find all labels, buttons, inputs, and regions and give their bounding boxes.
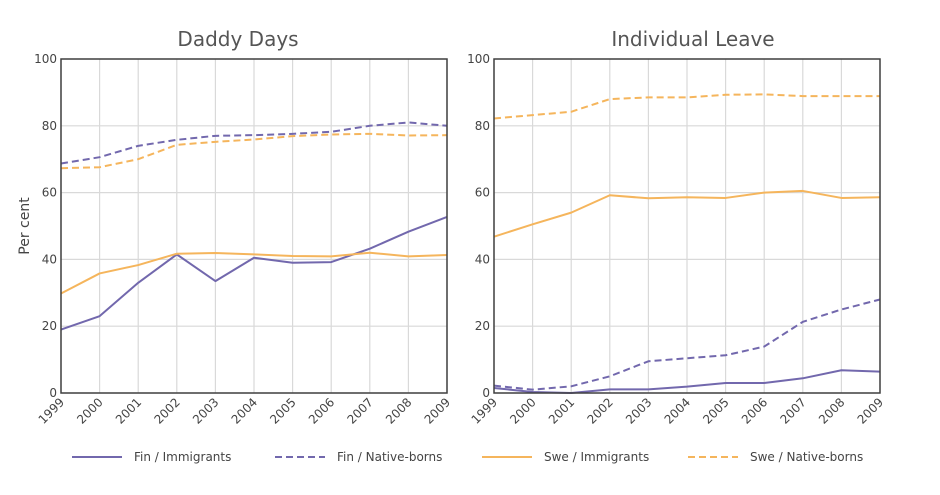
chart-panel-1: 0 20 40 60 80 100 1999 2000 2001 2002 2003 2004 2005… (17, 27, 453, 427)
x-tick-label: 2001 (113, 395, 144, 426)
series-line-4 (493, 93, 880, 120)
y-tick-label: 0 (482, 386, 490, 400)
x-tick-label: 1999 (469, 395, 500, 426)
x-tick-label: 2009 (422, 395, 453, 426)
y-axis-label: Per cent (17, 197, 33, 255)
plot-frame (60, 58, 448, 394)
legend-label: Swe / Native-borns (750, 450, 863, 464)
x-tick-label: 2002 (151, 395, 182, 426)
series-line-2 (60, 121, 448, 165)
x-tick-label: 2007 (344, 395, 375, 426)
x-tick-label: 2005 (700, 395, 731, 426)
x-tick-label: 1999 (36, 395, 67, 426)
x-tick-label: 2009 (855, 395, 886, 426)
y-tick-label: 40 (42, 252, 57, 266)
legend-label: Fin / Native-borns (337, 450, 442, 464)
y-tick-label: 0 (49, 386, 57, 400)
series-line-4 (60, 132, 448, 170)
x-tick-label: 2000 (507, 395, 538, 426)
chart-panel-2: 0 20 40 60 80 100 1999 2000 2001 2002 2003 2004 2005… (467, 27, 886, 427)
x-tick-label: 2004 (662, 395, 693, 426)
series-line-3 (60, 251, 448, 295)
y-tick-label: 60 (42, 186, 57, 200)
x-tick-label: 2005 (267, 395, 298, 426)
x-tick-label: 2000 (74, 395, 105, 426)
x-tick-label: 2004 (229, 395, 260, 426)
y-tick-label: 40 (475, 252, 490, 266)
x-tick-label: 2008 (816, 395, 847, 426)
y-tick-label: 80 (475, 119, 490, 133)
chart-title: Daddy Days (177, 27, 298, 51)
plot-frame (493, 58, 881, 394)
x-tick-label: 2006 (306, 395, 337, 426)
series-line-2 (493, 298, 881, 391)
series-line-1 (60, 216, 448, 331)
x-tick-label: 2008 (383, 395, 414, 426)
y-tick-label: 100 (34, 52, 57, 66)
y-tick-label: 20 (475, 319, 490, 333)
legend-label: Swe / Immigrants (544, 450, 649, 464)
y-tick-label: 80 (42, 119, 57, 133)
x-tick-label: 2006 (739, 395, 770, 426)
x-tick-label: 2003 (190, 395, 221, 426)
y-tick-label: 100 (467, 52, 490, 66)
legend: Fin / Immigrants Fin / Native-borns Swe / … (72, 450, 863, 464)
series-line-3 (493, 189, 881, 238)
x-tick-label: 2003 (623, 395, 654, 426)
x-tick-label: 2007 (777, 395, 808, 426)
x-tick-label: 2001 (546, 395, 577, 426)
y-tick-label: 60 (475, 186, 490, 200)
legend-label: Fin / Immigrants (134, 450, 231, 464)
x-tick-label: 2002 (584, 395, 615, 426)
chart-title: Individual Leave (611, 27, 774, 51)
y-tick-label: 20 (42, 319, 57, 333)
